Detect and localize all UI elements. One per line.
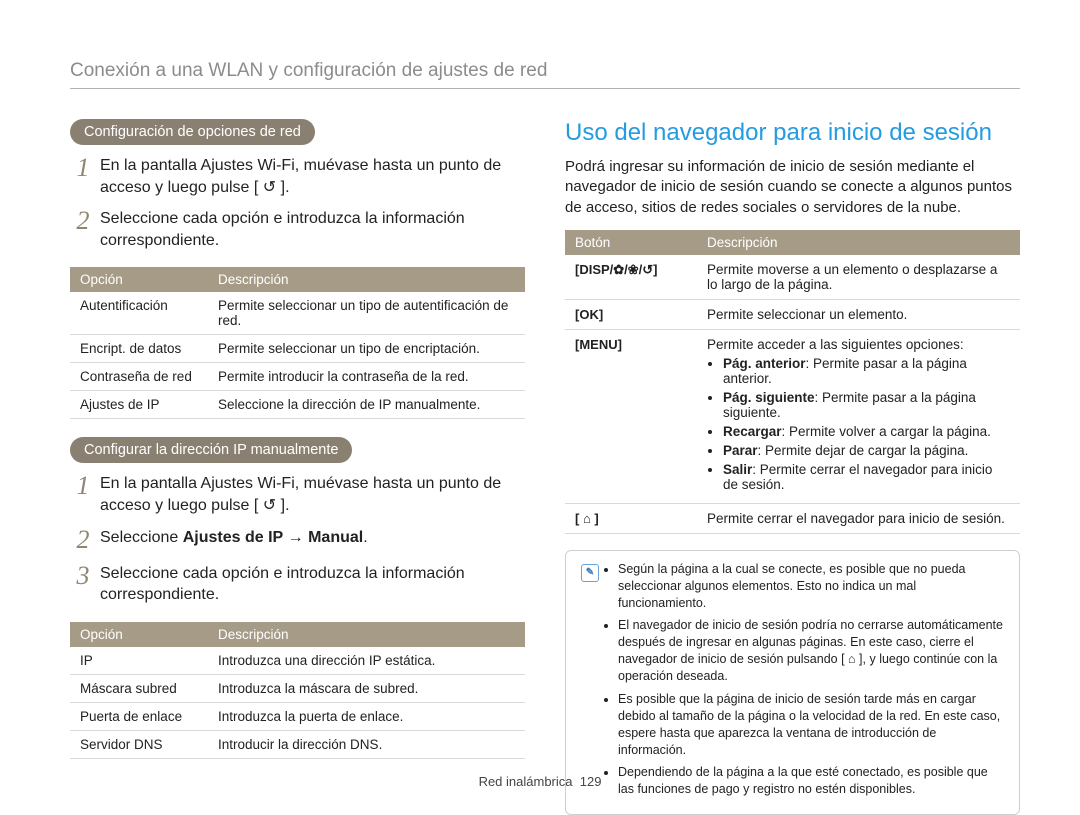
right-heading: Uso del navegador para inicio de sesión [565,119,1020,147]
note-item: El navegador de inicio de sesión podría … [618,617,1007,685]
cell: Introduzca una dirección IP estática. [208,647,525,675]
th-button: Botón [565,230,697,255]
cell: Introducir la dirección DNS. [208,730,525,758]
cell: Máscara subred [70,674,208,702]
step-number: 1 [70,473,96,516]
button-table: Botón Descripción [DISP/✿/❀/↺] Permite m… [565,230,1020,534]
cell: Encript. de datos [70,335,208,363]
cell: Puerta de enlace [70,702,208,730]
note-item: Es posible que la página de inicio de se… [618,691,1007,759]
menu-opt: Recargar: Permite volver a cargar la pág… [723,424,1010,439]
left-column: Configuración de opciones de red 1 En la… [70,119,525,815]
step-number: 2 [70,208,96,251]
note-icon: ✎ [578,561,602,804]
table-ip-manual: Opción Descripción IPIntroduzca una dire… [70,622,525,759]
cell: Permite moverse a un elemento o desplaza… [697,255,1020,300]
cell: Permite seleccionar un tipo de autentifi… [208,292,525,335]
step-text: En la pantalla Ajustes Wi-Fi, muévase ha… [100,155,525,198]
cell: Ajustes de IP [70,391,208,419]
btn-ok: [OK] [565,299,697,329]
th-option: Opción [70,622,208,647]
menu-opt: Pág. siguiente: Permite pasar a la págin… [723,390,1010,420]
th-desc: Descripción [697,230,1020,255]
cell: Permite seleccionar un tipo de encriptac… [208,335,525,363]
th-desc: Descripción [208,267,525,292]
step-number: 3 [70,563,96,606]
step-number: 2 [70,527,96,553]
columns: Configuración de opciones de red 1 En la… [70,119,1020,815]
cell: Contraseña de red [70,363,208,391]
btn-home: [ ⌂ ] [565,503,697,533]
btn-menu: [MENU] [565,329,697,503]
step-number: 1 [70,155,96,198]
menu-options-list: Pág. anterior: Permite pasar a la página… [707,356,1010,492]
cell: Permite cerrar el navegador para inicio … [697,503,1020,533]
page: Conexión a una WLAN y configuración de a… [0,0,1080,815]
note-item: Según la página a la cual se conecte, es… [618,561,1007,612]
footer-section: Red inalámbrica [479,774,573,789]
cell: Introduzca la puerta de enlace. [208,702,525,730]
page-footer: Red inalámbrica 129 [0,774,1080,789]
section-pill-net-options: Configuración de opciones de red [70,119,315,145]
cell: Permite seleccionar un elemento. [697,299,1020,329]
cell: Servidor DNS [70,730,208,758]
cell: IP [70,647,208,675]
th-desc: Descripción [208,622,525,647]
right-column: Uso del navegador para inicio de sesión … [565,119,1020,815]
section-pill-ip-manual: Configurar la dirección IP manualmente [70,437,352,463]
table-net-options: Opción Descripción AutentificaciónPermit… [70,267,525,419]
step-text: Seleccione cada opción e introduzca la i… [100,563,525,606]
menu-opt: Salir: Permite cerrar el navegador para … [723,462,1010,492]
footer-page-number: 129 [580,774,602,789]
cell: Seleccione la dirección de IP manualment… [208,391,525,419]
step-text: Seleccione Ajustes de IP → Manual. [100,527,525,553]
page-header: Conexión a una WLAN y configuración de a… [70,60,1020,89]
btn-disp: [DISP/✿/❀/↺] [565,255,697,300]
menu-opt: Parar: Permite dejar de cargar la página… [723,443,1010,458]
menu-intro: Permite acceder a las siguientes opcione… [707,337,964,352]
th-option: Opción [70,267,208,292]
steps-ip-manual: 1 En la pantalla Ajustes Wi-Fi, muévase … [70,473,525,605]
step-text: En la pantalla Ajustes Wi-Fi, muévase ha… [100,473,525,516]
cell: Permite introducir la contraseña de la r… [208,363,525,391]
steps-net-options: 1 En la pantalla Ajustes Wi-Fi, muévase … [70,155,525,251]
cell-menu-desc: Permite acceder a las siguientes opcione… [697,329,1020,503]
cell: Autentificación [70,292,208,335]
cell: Introduzca la máscara de subred. [208,674,525,702]
menu-opt: Pág. anterior: Permite pasar a la página… [723,356,1010,386]
step-text: Seleccione cada opción e introduzca la i… [100,208,525,251]
note-list: Según la página a la cual se conecte, es… [602,561,1007,804]
right-intro-para: Podrá ingresar su información de inicio … [565,157,1020,218]
